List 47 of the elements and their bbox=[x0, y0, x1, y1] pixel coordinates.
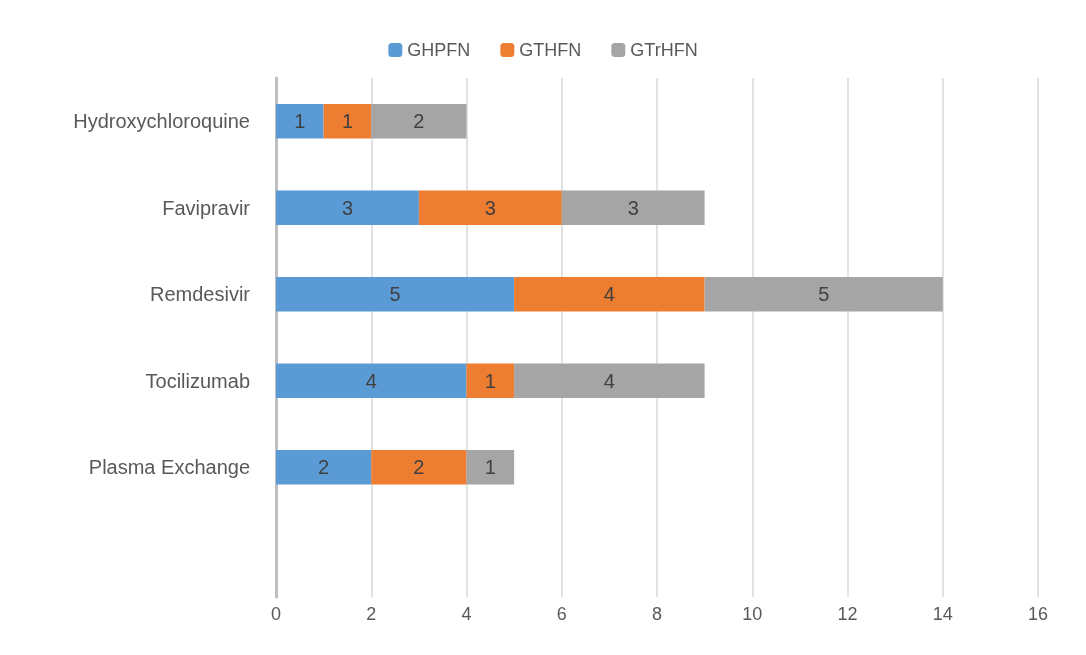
data-label: 1 bbox=[341, 110, 353, 133]
bar bbox=[276, 103, 324, 139]
x-tick-label: 8 bbox=[651, 604, 663, 624]
y-tick-label: Plasma Exchange bbox=[88, 456, 250, 479]
data-label: 3 bbox=[484, 196, 496, 219]
bar bbox=[704, 276, 943, 312]
data-label: 1 bbox=[484, 456, 496, 479]
bar bbox=[371, 449, 467, 485]
bar bbox=[371, 103, 467, 139]
bar bbox=[561, 190, 705, 226]
data-label: 4 bbox=[603, 283, 615, 306]
bar bbox=[514, 363, 705, 399]
data-label: 2 bbox=[413, 456, 425, 479]
data-label: 2 bbox=[318, 456, 330, 479]
x-tick-label: 0 bbox=[270, 604, 282, 624]
x-tick-label: 12 bbox=[837, 604, 858, 624]
x-tick-label: 14 bbox=[932, 604, 953, 624]
data-label: 4 bbox=[603, 369, 615, 392]
legend-label: GTrHFN bbox=[630, 40, 698, 60]
data-label: 1 bbox=[294, 110, 306, 133]
data-label: 2 bbox=[413, 110, 425, 133]
data-label: 5 bbox=[818, 283, 830, 306]
data-label: 4 bbox=[365, 369, 377, 392]
legend-label: GTHFN bbox=[519, 40, 582, 60]
bar bbox=[514, 276, 705, 312]
legend-label: GHPFN bbox=[407, 40, 471, 60]
bar bbox=[466, 449, 515, 485]
x-tick-label: 16 bbox=[1027, 604, 1049, 624]
bar bbox=[466, 363, 515, 399]
bar bbox=[323, 103, 372, 139]
x-tick-label: 4 bbox=[461, 604, 472, 624]
bar bbox=[418, 190, 562, 226]
y-tick-label: Hydroxychloroquine bbox=[73, 110, 250, 133]
data-label: 3 bbox=[627, 196, 639, 219]
bar bbox=[276, 190, 419, 226]
y-tick-label: Remdesivir bbox=[149, 283, 251, 306]
y-tick-label: Tocilizumab bbox=[145, 369, 250, 392]
bar bbox=[276, 276, 515, 312]
bar bbox=[276, 363, 467, 399]
x-tick-label: 10 bbox=[742, 604, 763, 624]
data-label: 5 bbox=[389, 283, 401, 306]
x-tick-label: 6 bbox=[556, 604, 567, 624]
x-tick-label: 2 bbox=[366, 604, 377, 624]
data-label: 1 bbox=[484, 369, 496, 392]
y-tick-label: Favipravir bbox=[162, 196, 251, 219]
data-label: 3 bbox=[341, 196, 353, 219]
bar bbox=[276, 449, 372, 485]
